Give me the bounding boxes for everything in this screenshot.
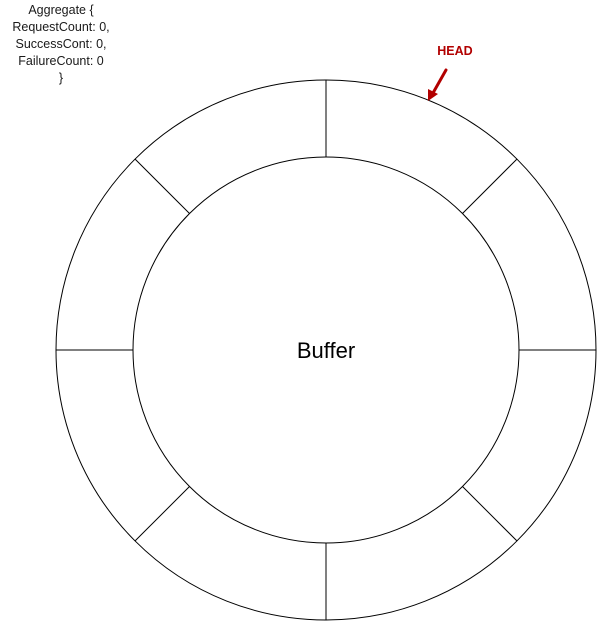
segment-divider — [134, 158, 190, 214]
head-label: HEAD — [437, 44, 472, 58]
segment-divider — [462, 486, 518, 542]
head-arrow-shaft — [431, 68, 448, 95]
segment-divider — [462, 158, 518, 214]
aggregate-line-close: } — [58, 71, 64, 85]
aggregate-line-success-count: SuccessCont: 0, — [15, 37, 107, 51]
segment-divider — [134, 486, 190, 542]
buffer-label: Buffer — [297, 338, 355, 363]
aggregate-label: Aggregate { RequestCount: 0, SuccessCont… — [0, 2, 122, 87]
aggregate-line-failure-count: FailureCount: 0 — [18, 54, 104, 68]
aggregate-line-open: Aggregate { — [28, 3, 94, 17]
aggregate-line-request-count: RequestCount: 0, — [12, 20, 110, 34]
buffer-segment-dividers — [56, 80, 596, 620]
head-arrow-icon — [428, 89, 438, 101]
head-pointer: HEAD — [428, 44, 473, 101]
